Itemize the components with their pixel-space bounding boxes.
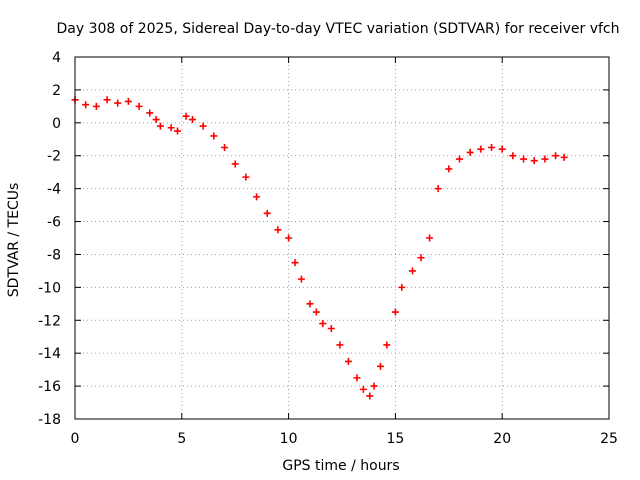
y-tick-label: 4 [52, 50, 61, 66]
tick-marks [74, 56, 610, 420]
data-point [455, 155, 463, 163]
y-tick-label: -12 [38, 313, 61, 329]
data-point [477, 145, 485, 153]
data-point [560, 153, 568, 161]
data-point [370, 382, 378, 390]
y-tick-label: -14 [38, 346, 61, 362]
x-tick-label: 15 [386, 431, 404, 447]
data-point [417, 254, 425, 262]
data-point [353, 374, 361, 382]
y-tick-label: -10 [38, 280, 61, 296]
y-tick-label: -2 [47, 149, 61, 165]
data-point [221, 144, 229, 151]
data-point [426, 234, 434, 242]
data-point [124, 97, 132, 105]
y-axis-label: SDTVAR / TECUs [6, 183, 22, 298]
y-tick-label: -18 [38, 412, 61, 428]
data-point [445, 165, 453, 173]
data-point [366, 392, 374, 400]
x-axis-label: GPS time / hours [282, 458, 399, 474]
data-point [359, 385, 367, 393]
data-point [498, 145, 506, 153]
data-point [146, 109, 154, 117]
data-point [319, 320, 327, 328]
data-point [199, 122, 207, 130]
data-point [114, 99, 122, 107]
data-point [312, 308, 320, 316]
x-tick-labels: 0 5 10 15 20 25 [71, 431, 618, 447]
data-point [327, 325, 335, 332]
data-point [488, 144, 496, 151]
data-point [253, 193, 261, 201]
data-point [530, 157, 538, 165]
y-tick-label: 2 [52, 83, 61, 99]
x-tick-label: 10 [280, 431, 298, 447]
data-point [188, 116, 196, 124]
data-point [210, 132, 218, 140]
data-point [92, 102, 100, 110]
x-tick-label: 20 [493, 431, 511, 447]
x-tick-label: 0 [71, 431, 80, 447]
data-point [383, 341, 391, 349]
y-tick-label: -8 [47, 247, 61, 263]
data-point [398, 283, 406, 291]
data-point [391, 308, 399, 316]
data-point [156, 122, 164, 130]
data-point [541, 155, 549, 163]
data-point [408, 267, 416, 275]
data-point [306, 300, 314, 308]
data-point [174, 127, 182, 135]
data-point [263, 209, 271, 217]
data-point [434, 185, 442, 193]
data-point [135, 102, 143, 110]
x-tick-label: 5 [177, 431, 186, 447]
y-tick-label: -4 [47, 182, 61, 198]
data-point [152, 116, 160, 124]
data-point [103, 96, 111, 104]
data-point [182, 112, 190, 120]
data-point [291, 259, 299, 267]
data-point [242, 173, 250, 181]
y-tick-label: 0 [52, 116, 61, 132]
plot-frame [74, 56, 610, 420]
data-point [344, 357, 352, 365]
data-point [285, 234, 293, 242]
data-point [509, 152, 517, 160]
data-point [274, 226, 282, 234]
y-tick-label: -16 [38, 379, 61, 395]
chart-title: Day 308 of 2025, Sidereal Day-to-day VTE… [56, 21, 619, 37]
y-tick-labels: 4 2 0 -2 -4 -6 -8 -10 -12 -14 -16 -18 [38, 50, 61, 428]
data-point [231, 160, 239, 168]
data-point [82, 101, 90, 109]
data-point [167, 124, 175, 132]
data-point [466, 148, 474, 156]
data-point [520, 155, 528, 163]
data-point [297, 275, 305, 283]
x-tick-label: 25 [600, 431, 618, 447]
data-point [376, 362, 384, 370]
data-point [552, 152, 560, 160]
y-tick-label: -6 [47, 215, 61, 231]
data-point [336, 341, 344, 349]
